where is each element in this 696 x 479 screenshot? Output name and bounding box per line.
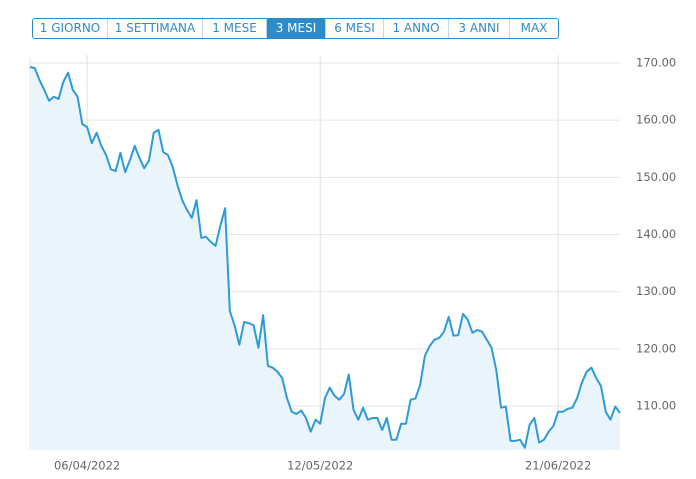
area-fill — [30, 67, 620, 450]
x-tick-label: 21/06/2022 — [525, 459, 591, 473]
price-line — [29, 66, 621, 449]
range-button[interactable]: 3 ANNI — [449, 19, 510, 38]
range-button[interactable]: 6 MESI — [326, 19, 384, 38]
y-tick-label: 170.00 — [636, 56, 676, 70]
range-button[interactable]: 3 MESI — [267, 19, 326, 38]
y-tick-label: 140.00 — [636, 227, 676, 241]
y-tick-label: 120.00 — [636, 341, 676, 355]
x-tick-label: 06/04/2022 — [54, 459, 120, 473]
range-button[interactable]: MAX — [520, 21, 548, 35]
range-button[interactable]: 1 GIORNO — [33, 19, 108, 38]
range-selector: 1 GIORNO 1 SETTIMANA 1 MESE 3 MESI 6 MESI 1 A… — [32, 18, 559, 39]
range-button[interactable]: 1 MESE — [203, 19, 267, 38]
x-tick-label: 12/05/2022 — [287, 459, 353, 473]
y-tick-label: 150.00 — [636, 170, 676, 184]
y-tick-label: 160.00 — [636, 113, 676, 127]
range-button[interactable]: 1 ANNO — [384, 19, 449, 38]
y-tick-label: 110.00 — [636, 398, 676, 412]
range-button[interactable]: 1 SETTIMANA — [108, 19, 203, 38]
y-tick-label: 130.00 — [636, 284, 676, 298]
